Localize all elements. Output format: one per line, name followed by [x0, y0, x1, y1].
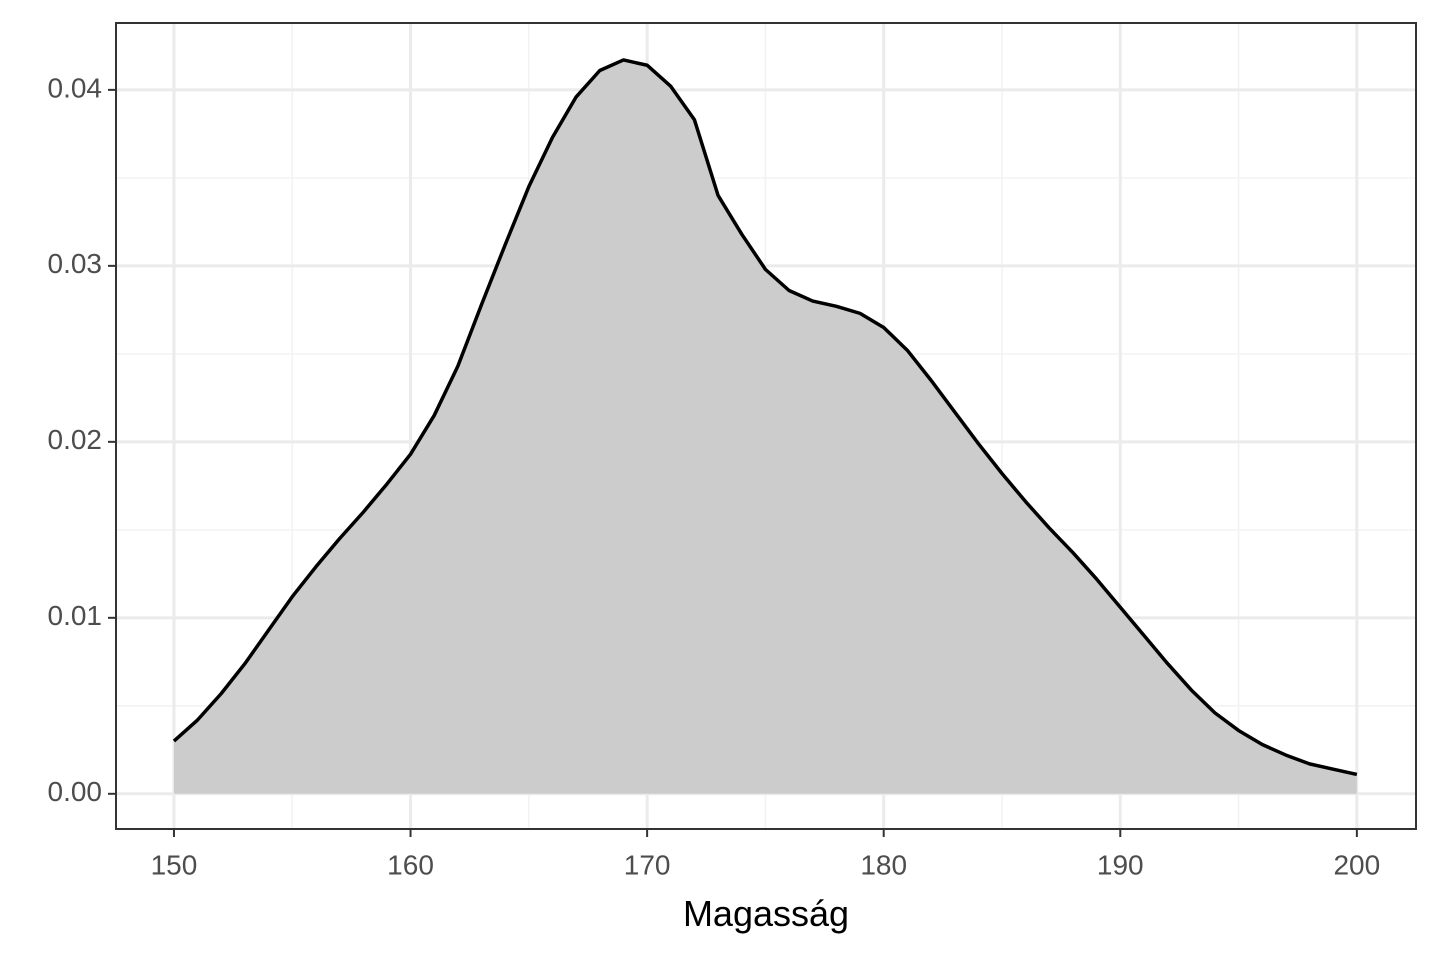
y-tick-label: 0.03: [48, 248, 103, 279]
y-tick-label: 0.00: [48, 776, 103, 807]
density-line: [172, 58, 1358, 777]
y-tick-label: 0.04: [48, 72, 103, 103]
x-tick-label: 150: [151, 849, 198, 880]
density-area: [173, 59, 1357, 794]
x-tick-label: 180: [860, 849, 907, 880]
panel-border: [115, 22, 1417, 830]
x-tick-label: 170: [624, 849, 671, 880]
x-tick-label: 160: [387, 849, 434, 880]
x-axis-title: Magasság: [683, 893, 849, 934]
y-tick-label: 0.02: [48, 424, 103, 455]
x-tick-label: 190: [1097, 849, 1144, 880]
y-tick-label: 0.01: [48, 600, 103, 631]
x-tick-label: 200: [1333, 849, 1380, 880]
